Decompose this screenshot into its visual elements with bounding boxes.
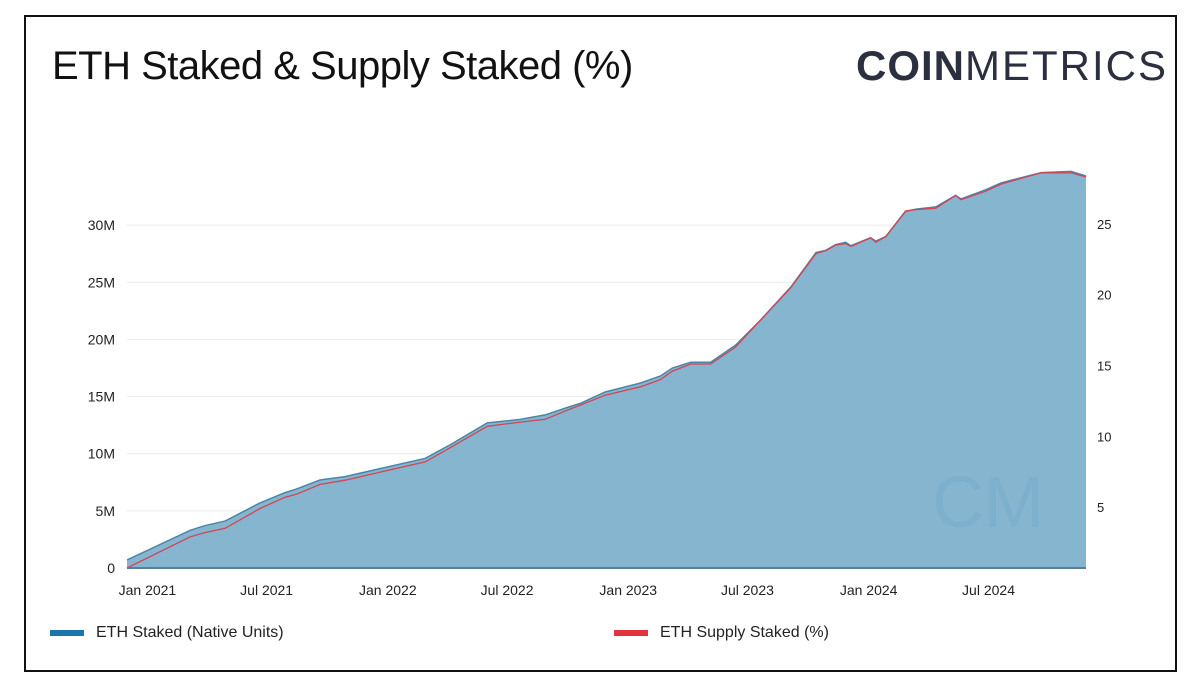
x-tick-label: Jan 2023 bbox=[599, 582, 657, 598]
x-tick-label: Jul 2021 bbox=[240, 582, 293, 598]
left-tick-label: 0 bbox=[107, 560, 115, 576]
left-tick-label: 30M bbox=[88, 217, 115, 233]
left-tick-label: 5M bbox=[96, 503, 115, 519]
x-tick-label: Jan 2022 bbox=[359, 582, 417, 598]
logo-bold: COIN bbox=[856, 42, 965, 89]
legend-label: ETH Supply Staked (%) bbox=[660, 624, 829, 641]
left-tick-label: 10M bbox=[88, 446, 115, 462]
coinmetrics-logo: COINMETRICS bbox=[856, 42, 1168, 90]
x-tick-label: Jul 2022 bbox=[481, 582, 534, 598]
left-tick-label: 20M bbox=[88, 331, 115, 347]
legend-swatch-blue bbox=[50, 630, 84, 636]
legend-swatch-red bbox=[614, 630, 648, 636]
chart-title: ETH Staked & Supply Staked (%) bbox=[52, 44, 633, 88]
eth-staked-area bbox=[127, 171, 1086, 568]
right-tick-label: 25 bbox=[1097, 217, 1111, 232]
chart-frame bbox=[24, 15, 1177, 672]
x-tick-label: Jul 2023 bbox=[721, 582, 774, 598]
left-tick-label: 15M bbox=[88, 389, 115, 405]
left-axis: 0 5M 10M 15M 20M 25M 30M bbox=[88, 217, 115, 576]
legend-item-supply-staked[interactable]: ETH Supply Staked (%) bbox=[614, 624, 829, 642]
x-tick-label: Jan 2024 bbox=[840, 582, 898, 598]
data-points bbox=[126, 171, 1087, 569]
x-tick-label: Jan 2021 bbox=[119, 582, 177, 598]
logo-light: METRICS bbox=[965, 42, 1168, 89]
right-tick-label: 10 bbox=[1097, 429, 1111, 444]
right-axis: 5 10 15 20 25 bbox=[1097, 217, 1111, 515]
x-axis: Jan 2021 Jul 2021 Jan 2022 Jul 2022 Jan 2023… bbox=[119, 582, 1016, 598]
right-tick-label: 15 bbox=[1097, 358, 1111, 373]
legend-item-eth-staked[interactable]: ETH Staked (Native Units) bbox=[50, 624, 284, 642]
legend-label: ETH Staked (Native Units) bbox=[96, 624, 284, 641]
cm-watermark: CM bbox=[932, 463, 1044, 543]
left-tick-label: 25M bbox=[88, 274, 115, 290]
right-tick-label: 5 bbox=[1097, 500, 1104, 515]
right-tick-label: 20 bbox=[1097, 288, 1111, 303]
x-tick-label: Jul 2024 bbox=[962, 582, 1015, 598]
